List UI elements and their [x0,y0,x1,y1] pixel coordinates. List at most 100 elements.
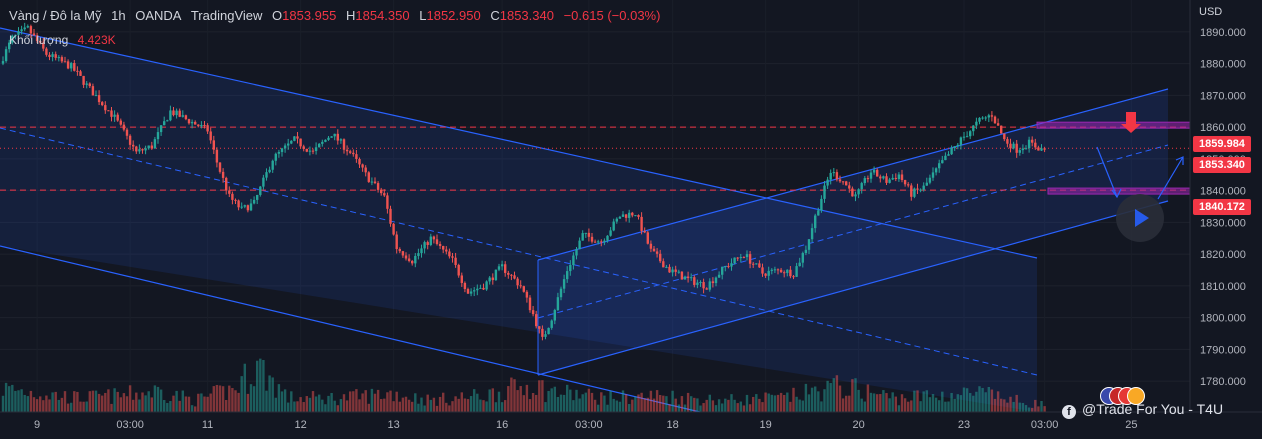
candle-body [262,177,265,187]
candle-body [1015,143,1018,153]
candle-body [187,119,191,124]
volume-bar [860,398,863,412]
volume-bar [395,391,398,412]
volume-bar [262,359,265,412]
candle-body [730,263,733,267]
candle-body [854,194,857,197]
volume-bar [752,396,755,412]
volume-bar [268,375,271,412]
volume-bar [835,375,839,412]
volume-bar [442,392,445,412]
volume-bar [978,386,981,412]
candle-body [1000,125,1003,134]
volume-bar [17,390,20,412]
candle-body [894,177,897,180]
candle-body [600,241,603,243]
volume-bar [767,393,770,412]
candle-body [950,148,953,155]
candle-body [810,228,814,240]
volume-bar [246,393,250,412]
volume-bar [1040,401,1043,412]
candle-body [54,54,57,58]
volume-bar [1018,402,1021,412]
volume-bar [420,397,423,412]
candle-body [817,210,820,216]
candle-body [559,288,563,298]
candle-body [764,273,767,276]
projection-arrow [1096,146,1118,198]
volume-bar [457,398,460,412]
candle-body [101,102,104,106]
candle-body [39,40,42,43]
candle-body [42,42,45,49]
volume-bar [513,379,516,412]
symbol-name[interactable]: Vàng / Đô la Mỹ [9,8,102,23]
open-label: O [272,8,283,23]
volume-bar [190,405,194,412]
candle-body [380,189,383,194]
volume-bar [349,391,352,412]
candle-body [26,26,29,28]
y-tick-label: 1820.000 [1200,249,1246,261]
volume-bar [581,394,584,412]
volume-bar [63,391,67,412]
volume-bar [699,405,702,412]
close-value: 1853.340 [499,8,554,23]
interval[interactable]: 1h [111,8,126,23]
currency-label[interactable]: USD [1199,6,1223,18]
volume-label[interactable]: Khối lượng [9,33,69,47]
volume-bar [88,391,91,412]
volume-bar [519,386,522,412]
down-arrow-icon [1121,112,1141,133]
volume-bar [838,385,842,412]
volume-bar [572,400,575,412]
volume-bar [922,391,925,412]
upper-level-tag: 1859.984 [1193,136,1251,152]
candle-body [513,275,516,279]
volume-bar [841,398,845,412]
volume-bar [79,401,82,412]
volume-bar [938,400,941,412]
volume-bar [984,392,987,412]
candle-body [311,150,315,152]
volume-bar [1034,399,1037,412]
candle-body [256,194,259,200]
play-button[interactable] [1116,194,1164,242]
volume-bar [711,400,715,412]
volume-bar [680,396,684,412]
candle-body [662,261,665,268]
volume-bar [82,401,85,412]
y-tick-label: 1840.000 [1200,186,1246,198]
resistance-zone [1036,121,1191,129]
candle-body [541,328,544,337]
candle-body [553,310,556,321]
candle-body [776,269,780,271]
candle-body [649,243,653,249]
volume-bar [544,402,547,412]
candle-body [463,282,467,290]
volume-bar [820,401,823,412]
volume-bar [60,397,64,412]
candle-body [665,266,668,268]
projection-arrow-head [1175,156,1184,165]
event-badges[interactable] [1100,387,1152,405]
candle-body [268,169,271,173]
candle-body [469,291,473,294]
volume-bar [606,404,609,412]
candle-body [829,172,832,180]
volume-bar [48,399,51,412]
projection-arrow [1157,156,1184,200]
candle-body [119,120,122,125]
volume-bar [770,394,773,412]
candle-body [938,163,941,169]
volume-bar [435,405,439,412]
volume-bar [764,392,767,412]
candle-body [181,115,184,117]
volume-bar [925,390,928,412]
volume-bar [243,363,246,412]
event-flag-icon[interactable] [1127,387,1145,405]
y-tick-label: 1890.000 [1200,27,1246,39]
volume-bar [891,392,894,412]
candle-body [57,57,60,59]
